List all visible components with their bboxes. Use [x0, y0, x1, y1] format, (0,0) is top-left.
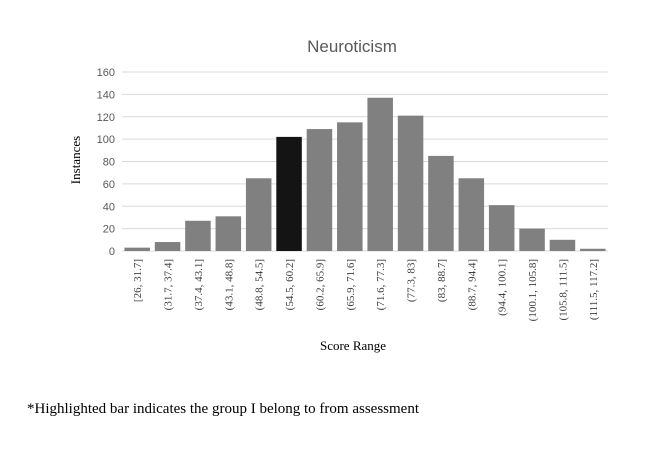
- x-tick-label: (94.4, 100.1]: [497, 259, 509, 316]
- y-tick-label: 20: [103, 224, 115, 236]
- x-tick-label: (88.7, 94.4]: [466, 259, 478, 310]
- bar: [519, 228, 545, 251]
- x-tick-label: (111.5, 117.2]: [588, 259, 600, 320]
- bar: [549, 239, 576, 251]
- bar: [215, 216, 242, 251]
- bar: [337, 122, 363, 251]
- y-tick-label: 80: [103, 157, 115, 169]
- bar: [397, 115, 424, 251]
- bar: [185, 220, 211, 251]
- x-tick-label: (105.8, 111.5]: [557, 259, 569, 321]
- x-tick-label: (77.3, 83]: [406, 259, 418, 302]
- y-tick-label: 160: [97, 67, 115, 79]
- bar: [245, 178, 272, 251]
- bar: [367, 97, 393, 251]
- bar: [580, 248, 606, 251]
- y-axis-label: Instances: [68, 136, 83, 184]
- bar: [458, 178, 485, 251]
- y-tick-labels: 0 20 40 60 80 100 120 140 160: [97, 67, 115, 258]
- bars: [124, 97, 606, 251]
- y-tick-label: 100: [97, 134, 115, 146]
- bar: [154, 242, 181, 251]
- y-tick-label: 120: [97, 112, 115, 124]
- footnote: *Highlighted bar indicates the group I b…: [27, 401, 419, 417]
- x-tick-label: (43.1, 48.8]: [223, 259, 235, 310]
- x-axis-label: Score Range: [320, 338, 386, 353]
- bar: [124, 247, 150, 251]
- bar-highlighted: [276, 136, 302, 251]
- x-tick-label: (65.9, 71.6]: [345, 259, 357, 310]
- x-tick-label: (37.4, 43.1]: [193, 259, 205, 310]
- x-tick-label: [26, 31.7]: [132, 259, 144, 302]
- x-tick-label: (31.7, 37.4]: [163, 259, 175, 310]
- x-tick-label: (60.2, 65.9]: [314, 259, 326, 310]
- x-tick-label: (54.5, 60.2]: [284, 259, 296, 310]
- x-tick-label: (83, 88.7]: [436, 259, 448, 302]
- y-tick-label: 0: [109, 246, 115, 258]
- y-tick-label: 40: [103, 201, 115, 213]
- bar: [488, 205, 515, 251]
- x-tick-label: (48.8, 54.5]: [254, 259, 266, 310]
- chart-title: Neuroticism: [307, 37, 397, 56]
- x-tick-labels: [26, 31.7] (31.7, 37.4] (37.4, 43.1] (43.1,…: [132, 259, 600, 321]
- x-tick-label: (100.1, 105.8]: [527, 259, 539, 321]
- y-tick-label: 140: [97, 89, 115, 101]
- bar: [306, 129, 333, 251]
- x-tick-label: (71.6, 77.3]: [375, 259, 387, 310]
- y-tick-label: 60: [103, 179, 115, 191]
- bar: [428, 155, 454, 251]
